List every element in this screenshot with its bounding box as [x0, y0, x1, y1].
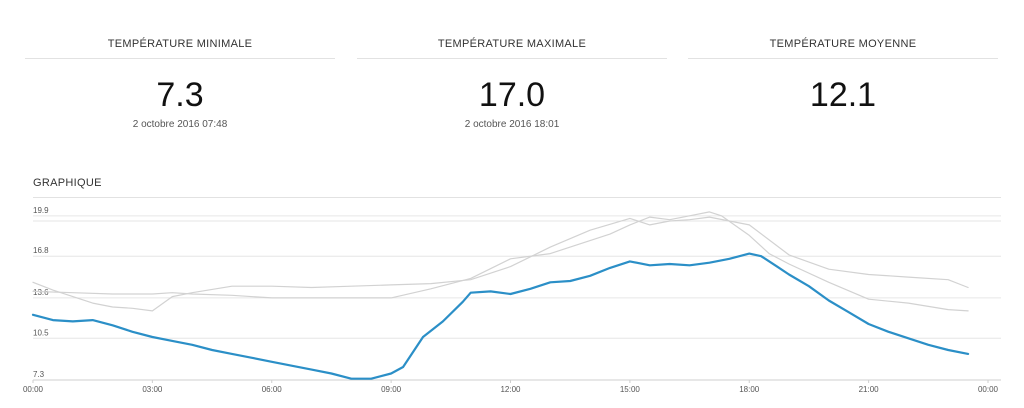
- series-line-secondary: [32, 211, 969, 312]
- y-tick-label: 19.9: [33, 206, 49, 215]
- stat-timestamp: 2 octobre 2016 07:48: [132, 119, 228, 130]
- stat-card-avg: Température moyenne 12.1: [688, 38, 998, 119]
- stat-value: 12.1: [809, 76, 877, 114]
- y-tick-label: 10.5: [33, 328, 49, 337]
- stat-value: 7.3: [156, 76, 204, 114]
- stat-title: Température maximale: [357, 38, 667, 59]
- x-tick-label: 18:00: [739, 385, 760, 394]
- x-tick-label: 21:00: [859, 385, 880, 394]
- series-line-primary: [31, 252, 970, 380]
- x-tick-label: 00:00: [978, 385, 999, 394]
- x-tick-label: 12:00: [500, 385, 521, 394]
- stat-title: Température moyenne: [688, 38, 998, 59]
- chart-section-title: GRAPHIQUE: [33, 177, 1001, 198]
- x-tick-label: 00:00: [23, 385, 44, 394]
- x-tick-label: 03:00: [142, 385, 163, 394]
- x-tick-label: 09:00: [381, 385, 402, 394]
- y-tick-label: 16.8: [33, 246, 49, 255]
- stat-card-max: Température maximale 17.0 2 octobre 2016…: [357, 38, 667, 130]
- y-tick-label: 13.6: [33, 288, 49, 297]
- stat-title: Température minimale: [25, 38, 335, 59]
- series-line-secondary: [32, 216, 969, 312]
- stat-card-min: Température minimale 7.3 2 octobre 2016 …: [25, 38, 335, 130]
- x-tick-label: 06:00: [262, 385, 283, 394]
- y-tick-label: 7.3: [33, 370, 45, 379]
- stat-timestamp: 2 octobre 2016 18:01: [464, 119, 560, 130]
- x-tick-label: 15:00: [620, 385, 641, 394]
- stat-value: 17.0: [478, 76, 546, 114]
